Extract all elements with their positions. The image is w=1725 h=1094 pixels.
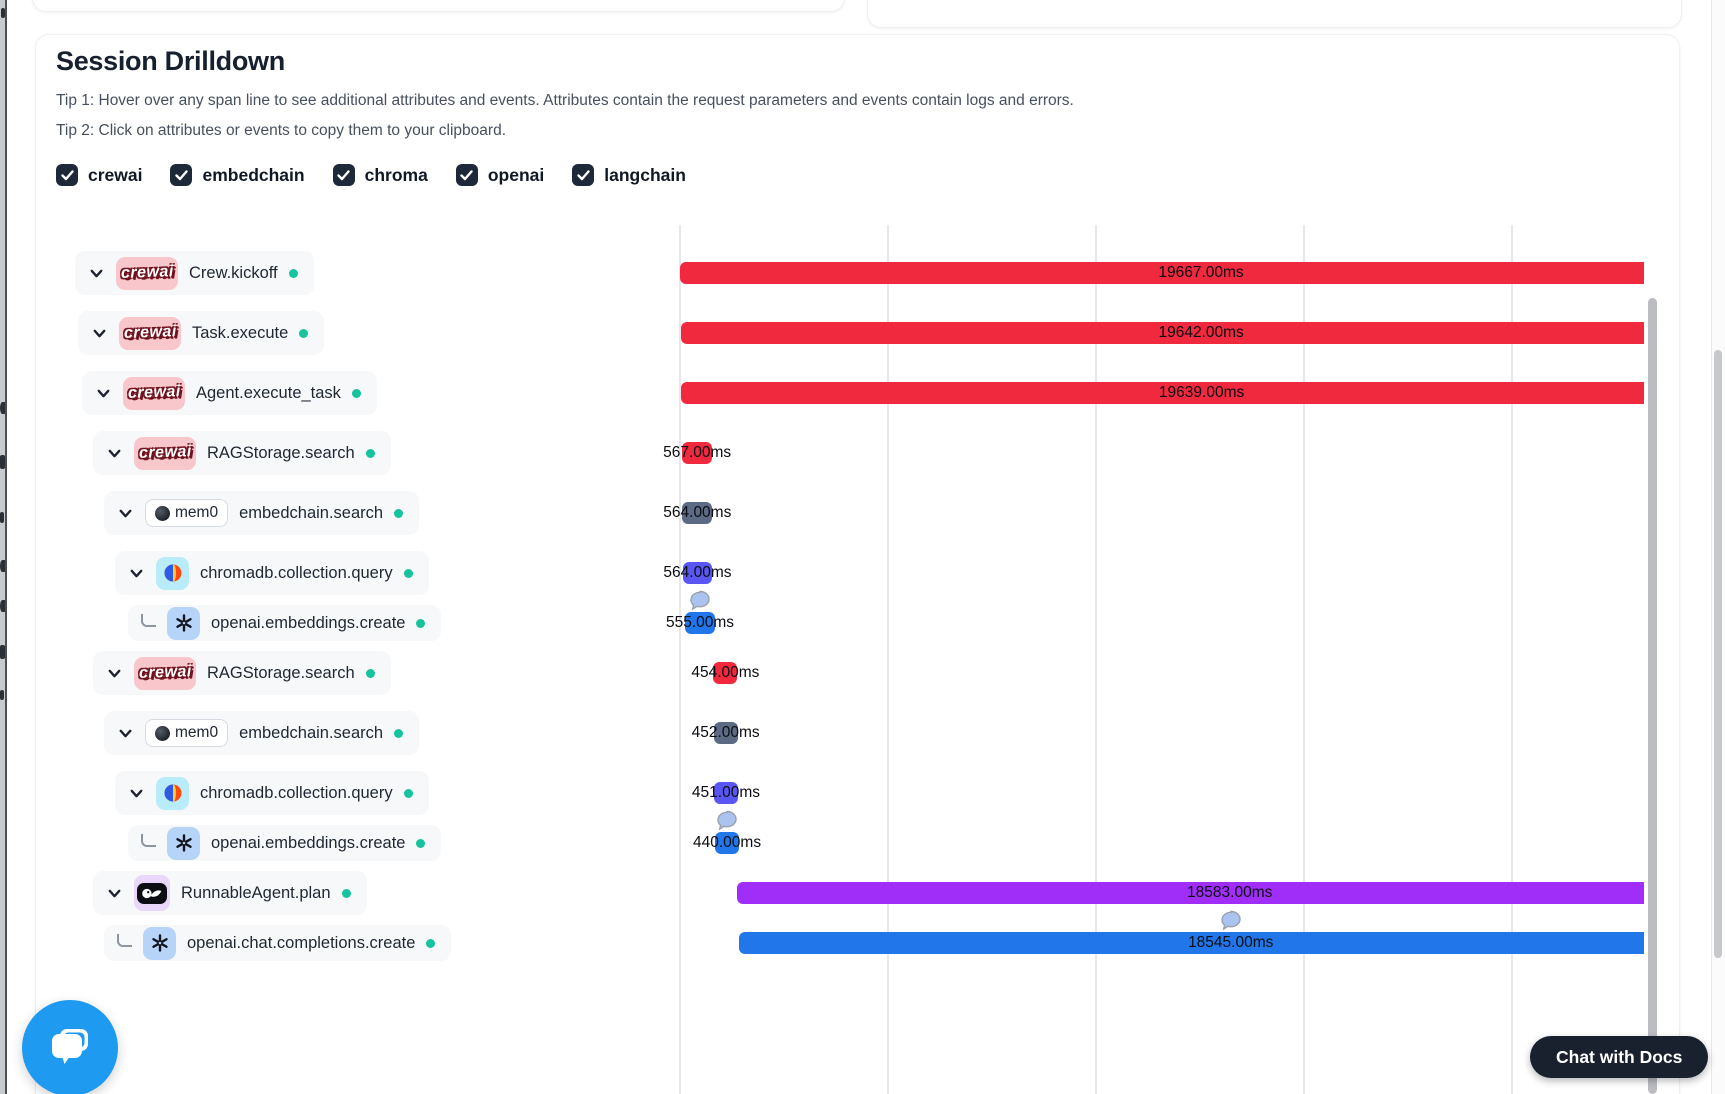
vendor-filters: crewai embedchain chroma openai langchai…: [56, 164, 686, 186]
status-dot: [365, 448, 375, 458]
filter-crewai[interactable]: crewai: [56, 164, 142, 186]
page-scrollbar-thumb[interactable]: [1714, 350, 1722, 958]
chevron-down-icon[interactable]: [88, 265, 105, 282]
crewai-logo-icon: crewai: [134, 436, 196, 470]
tip-1: Tip 1: Hover over any span line to see a…: [56, 92, 1074, 109]
waterfall-scrollbar-thumb[interactable]: [1648, 298, 1657, 1094]
top-card-right: [867, 0, 1682, 28]
clipped-glyph: [0, 455, 5, 469]
span-bar[interactable]: [680, 322, 1644, 344]
chroma-logo-icon: [156, 776, 189, 810]
chevron-down-icon[interactable]: [106, 445, 123, 462]
event-bubble-icon[interactable]: [716, 810, 739, 836]
top-card-left: [32, 0, 845, 12]
span-bar[interactable]: [681, 382, 1644, 404]
span-bar[interactable]: [715, 832, 739, 854]
page-title: Session Drilldown: [56, 46, 285, 76]
timeline-gridline: [887, 225, 889, 1094]
status-dot: [416, 618, 426, 628]
chevron-down-icon[interactable]: [95, 385, 112, 402]
checkbox-checked-icon[interactable]: [455, 164, 478, 186]
chevron-down-icon[interactable]: [91, 325, 108, 342]
clipped-glyph: [1, 8, 5, 18]
chevron-down-icon[interactable]: [128, 565, 145, 582]
mem0-sphere-icon: [155, 725, 170, 741]
tip-2: Tip 2: Click on attributes or events to …: [56, 122, 506, 139]
status-dot: [403, 788, 413, 798]
status-dot: [394, 508, 404, 518]
event-bubble-icon[interactable]: [689, 590, 712, 616]
clipped-glyph: [0, 690, 4, 700]
chevron-down-icon[interactable]: [117, 505, 134, 522]
chat-with-docs-button[interactable]: Chat with Docs: [1530, 1036, 1709, 1078]
crewai-logo-icon: crewai: [134, 656, 196, 690]
checkbox-checked-icon[interactable]: [170, 164, 193, 186]
checkbox-checked-icon[interactable]: [56, 164, 78, 186]
span-bar[interactable]: [685, 612, 715, 634]
status-dot: [299, 328, 309, 338]
clipped-left-page-edge: [0, 0, 7, 1094]
langchain-logo-icon: [134, 875, 170, 911]
clipped-glyph: [0, 600, 5, 612]
status-dot: [394, 728, 404, 738]
checkbox-checked-icon[interactable]: [332, 164, 355, 186]
span-bar[interactable]: [680, 262, 1644, 284]
clipped-glyph: [0, 512, 4, 523]
event-bubble-icon[interactable]: [1219, 910, 1242, 936]
filter-embedchain[interactable]: embedchain: [170, 164, 305, 186]
mem0-sphere-icon: [155, 505, 170, 521]
span-bar[interactable]: [682, 562, 713, 584]
span-bar[interactable]: [714, 782, 738, 804]
span-bar[interactable]: [682, 502, 713, 524]
chevron-down-icon[interactable]: [117, 725, 134, 742]
crewai-logo-icon: crewai: [123, 376, 185, 410]
span-bar[interactable]: [682, 442, 713, 464]
status-dot: [365, 668, 375, 678]
mem0-logo-icon: mem0: [145, 719, 229, 747]
status-dot: [288, 268, 298, 278]
span-bar[interactable]: [737, 882, 1644, 904]
filter-chroma[interactable]: chroma: [332, 164, 428, 186]
checkbox-checked-icon[interactable]: [572, 164, 595, 186]
clipped-glyph: [0, 402, 5, 414]
filter-openai[interactable]: openai: [455, 164, 544, 186]
status-dot: [403, 568, 413, 578]
filter-langchain[interactable]: langchain: [572, 164, 686, 186]
openai-logo-icon: [167, 606, 200, 640]
chroma-logo-icon: [156, 556, 189, 590]
status-dot: [341, 888, 351, 898]
clipped-glyph: [0, 645, 5, 659]
status-dot: [426, 938, 436, 948]
tree-elbow-icon: [141, 833, 156, 847]
span-bar[interactable]: [713, 662, 738, 684]
chevron-down-icon[interactable]: [106, 665, 123, 682]
crewai-logo-icon: crewai: [116, 256, 178, 290]
status-dot: [351, 388, 361, 398]
span-bar[interactable]: [739, 932, 1644, 954]
mem0-logo-icon: mem0: [145, 499, 229, 527]
chevron-down-icon[interactable]: [128, 785, 145, 802]
tree-elbow-icon: [117, 933, 132, 947]
timeline-gridline: [679, 225, 681, 1094]
span-bar[interactable]: [713, 722, 738, 744]
clipped-glyph: [0, 560, 5, 572]
openai-logo-icon: [143, 926, 176, 960]
timeline-gridline: [1303, 225, 1305, 1094]
chevron-down-icon[interactable]: [106, 885, 123, 902]
status-dot: [416, 838, 426, 848]
crewai-logo-icon: crewai: [119, 316, 181, 350]
timeline-gridline: [1511, 225, 1513, 1094]
openai-logo-icon: [167, 826, 200, 860]
chat-widget-button[interactable]: [22, 1000, 118, 1094]
chat-bubbles-icon: [52, 1029, 88, 1064]
tree-elbow-icon: [141, 613, 156, 627]
timeline-gridline: [1095, 225, 1097, 1094]
